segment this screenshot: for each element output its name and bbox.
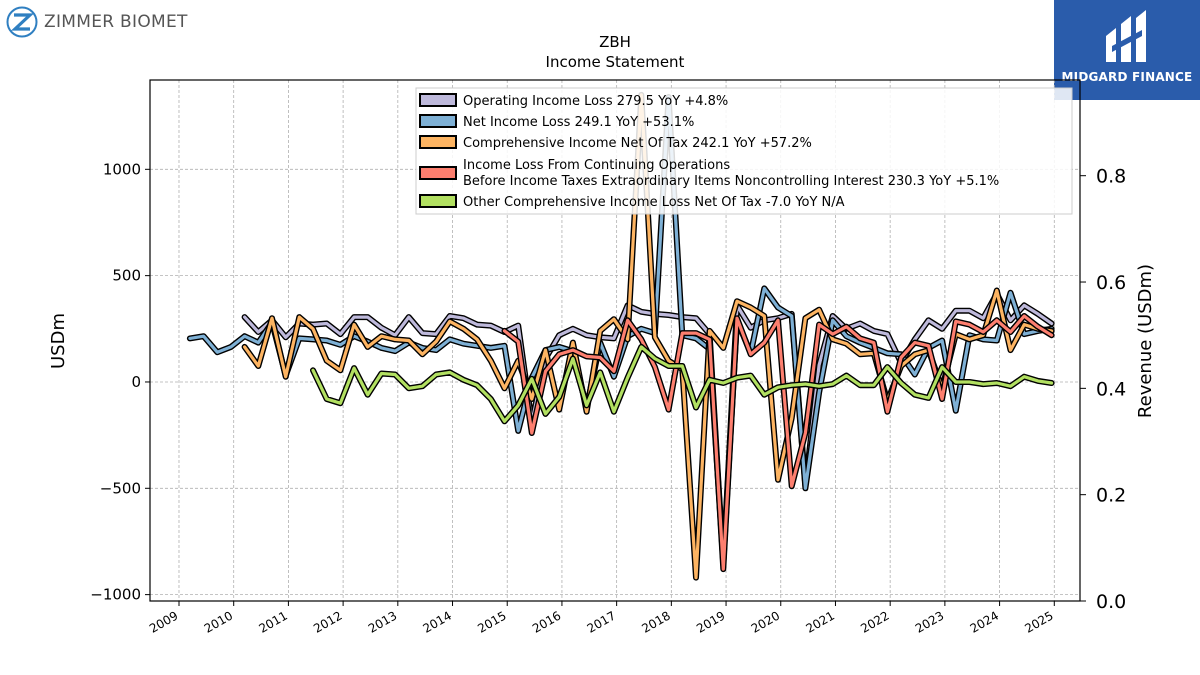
badge-text: MIDGARD FINANCE (1061, 70, 1193, 84)
x-tick-label: 2020 (749, 608, 782, 635)
y2-tick-label: 0.6 (1096, 272, 1126, 294)
series-outline-pretax (501, 313, 1055, 573)
series-line-comprehensive (243, 93, 1054, 580)
legend-label-comprehensive: Comprehensive Income Net Of Tax 242.1 Yo… (463, 136, 812, 151)
series-line-oci (311, 345, 1054, 423)
x-tick-label: 2017 (585, 608, 618, 635)
x-tick-label: 2019 (694, 608, 727, 635)
legend-swatch-pretax (419, 166, 457, 180)
y-tick-label: −1000 (90, 586, 141, 604)
legend-swatch-operating (419, 93, 457, 107)
series-lines (186, 91, 1055, 581)
series-line-operating (243, 292, 1054, 567)
x-tick-label: 2011 (256, 608, 289, 635)
plot-frame (149, 79, 1081, 602)
zimmer-logo-icon (6, 6, 38, 38)
x-tick-label: 2022 (858, 608, 891, 635)
x-tick-label: 2010 (202, 608, 235, 635)
x-tick-label: 2024 (968, 608, 1001, 635)
y-tick-label: 0 (131, 373, 141, 391)
company-logo: ZIMMER BIOMET (6, 6, 188, 38)
y-tick-label: −500 (100, 479, 141, 497)
x-tick-label: 2009 (147, 608, 180, 635)
midgard-logo-icon (1106, 10, 1146, 62)
legend-label-net: Net Income Loss 249.1 YoY +53.1% (463, 115, 694, 130)
y2-tick-label: 0.4 (1096, 378, 1126, 400)
series-line-pretax (502, 314, 1054, 571)
x-tick-label: 2012 (311, 608, 344, 635)
y-tick-label: 500 (112, 267, 141, 285)
x-tick-label: 2021 (804, 608, 837, 635)
y2-axis-label: Revenue (USDm) (1135, 264, 1156, 418)
x-tick-label: 2016 (530, 608, 563, 635)
legend-swatch-net (419, 114, 457, 128)
midgard-finance-badge: MIDGARD FINANCE (1054, 0, 1200, 100)
legend-box (415, 87, 1073, 215)
legend-label-oci: Other Comprehensive Income Loss Net Of T… (463, 195, 845, 210)
x-tick-label: 2013 (366, 608, 399, 635)
x-tick-label: 2025 (1022, 608, 1055, 635)
legend-label-pretax-line2: Before Income Taxes Extraordinary Items … (463, 174, 999, 189)
legend-swatch-comprehensive (419, 135, 457, 149)
legend-label-pretax-line1: Income Loss From Continuing Operations (463, 158, 730, 173)
y-tick-label: 1000 (103, 160, 141, 178)
chart-title: ZBH (599, 33, 631, 51)
x-tick-label: 2018 (639, 608, 672, 635)
x-tick-label: 2014 (421, 608, 454, 635)
chart-subtitle: Income Statement (546, 53, 685, 71)
y2-tick-label: 0.8 (1096, 166, 1126, 188)
legend-label-operating: Operating Income Loss 279.5 YoY +4.8% (463, 94, 728, 109)
series-outline-operating (241, 290, 1055, 568)
y2-tick-label: 0.2 (1096, 485, 1126, 507)
y-axis-label: USDm (48, 313, 69, 369)
legend-swatch-oci (419, 194, 457, 208)
x-tick-label: 2015 (475, 608, 508, 635)
x-tick-label: 2023 (913, 608, 946, 635)
legend: Operating Income Loss 279.5 YoY +4.8% Ne… (415, 87, 1073, 215)
y2-tick-label: 0.0 (1096, 591, 1126, 613)
company-logo-text: ZIMMER BIOMET (44, 12, 188, 32)
